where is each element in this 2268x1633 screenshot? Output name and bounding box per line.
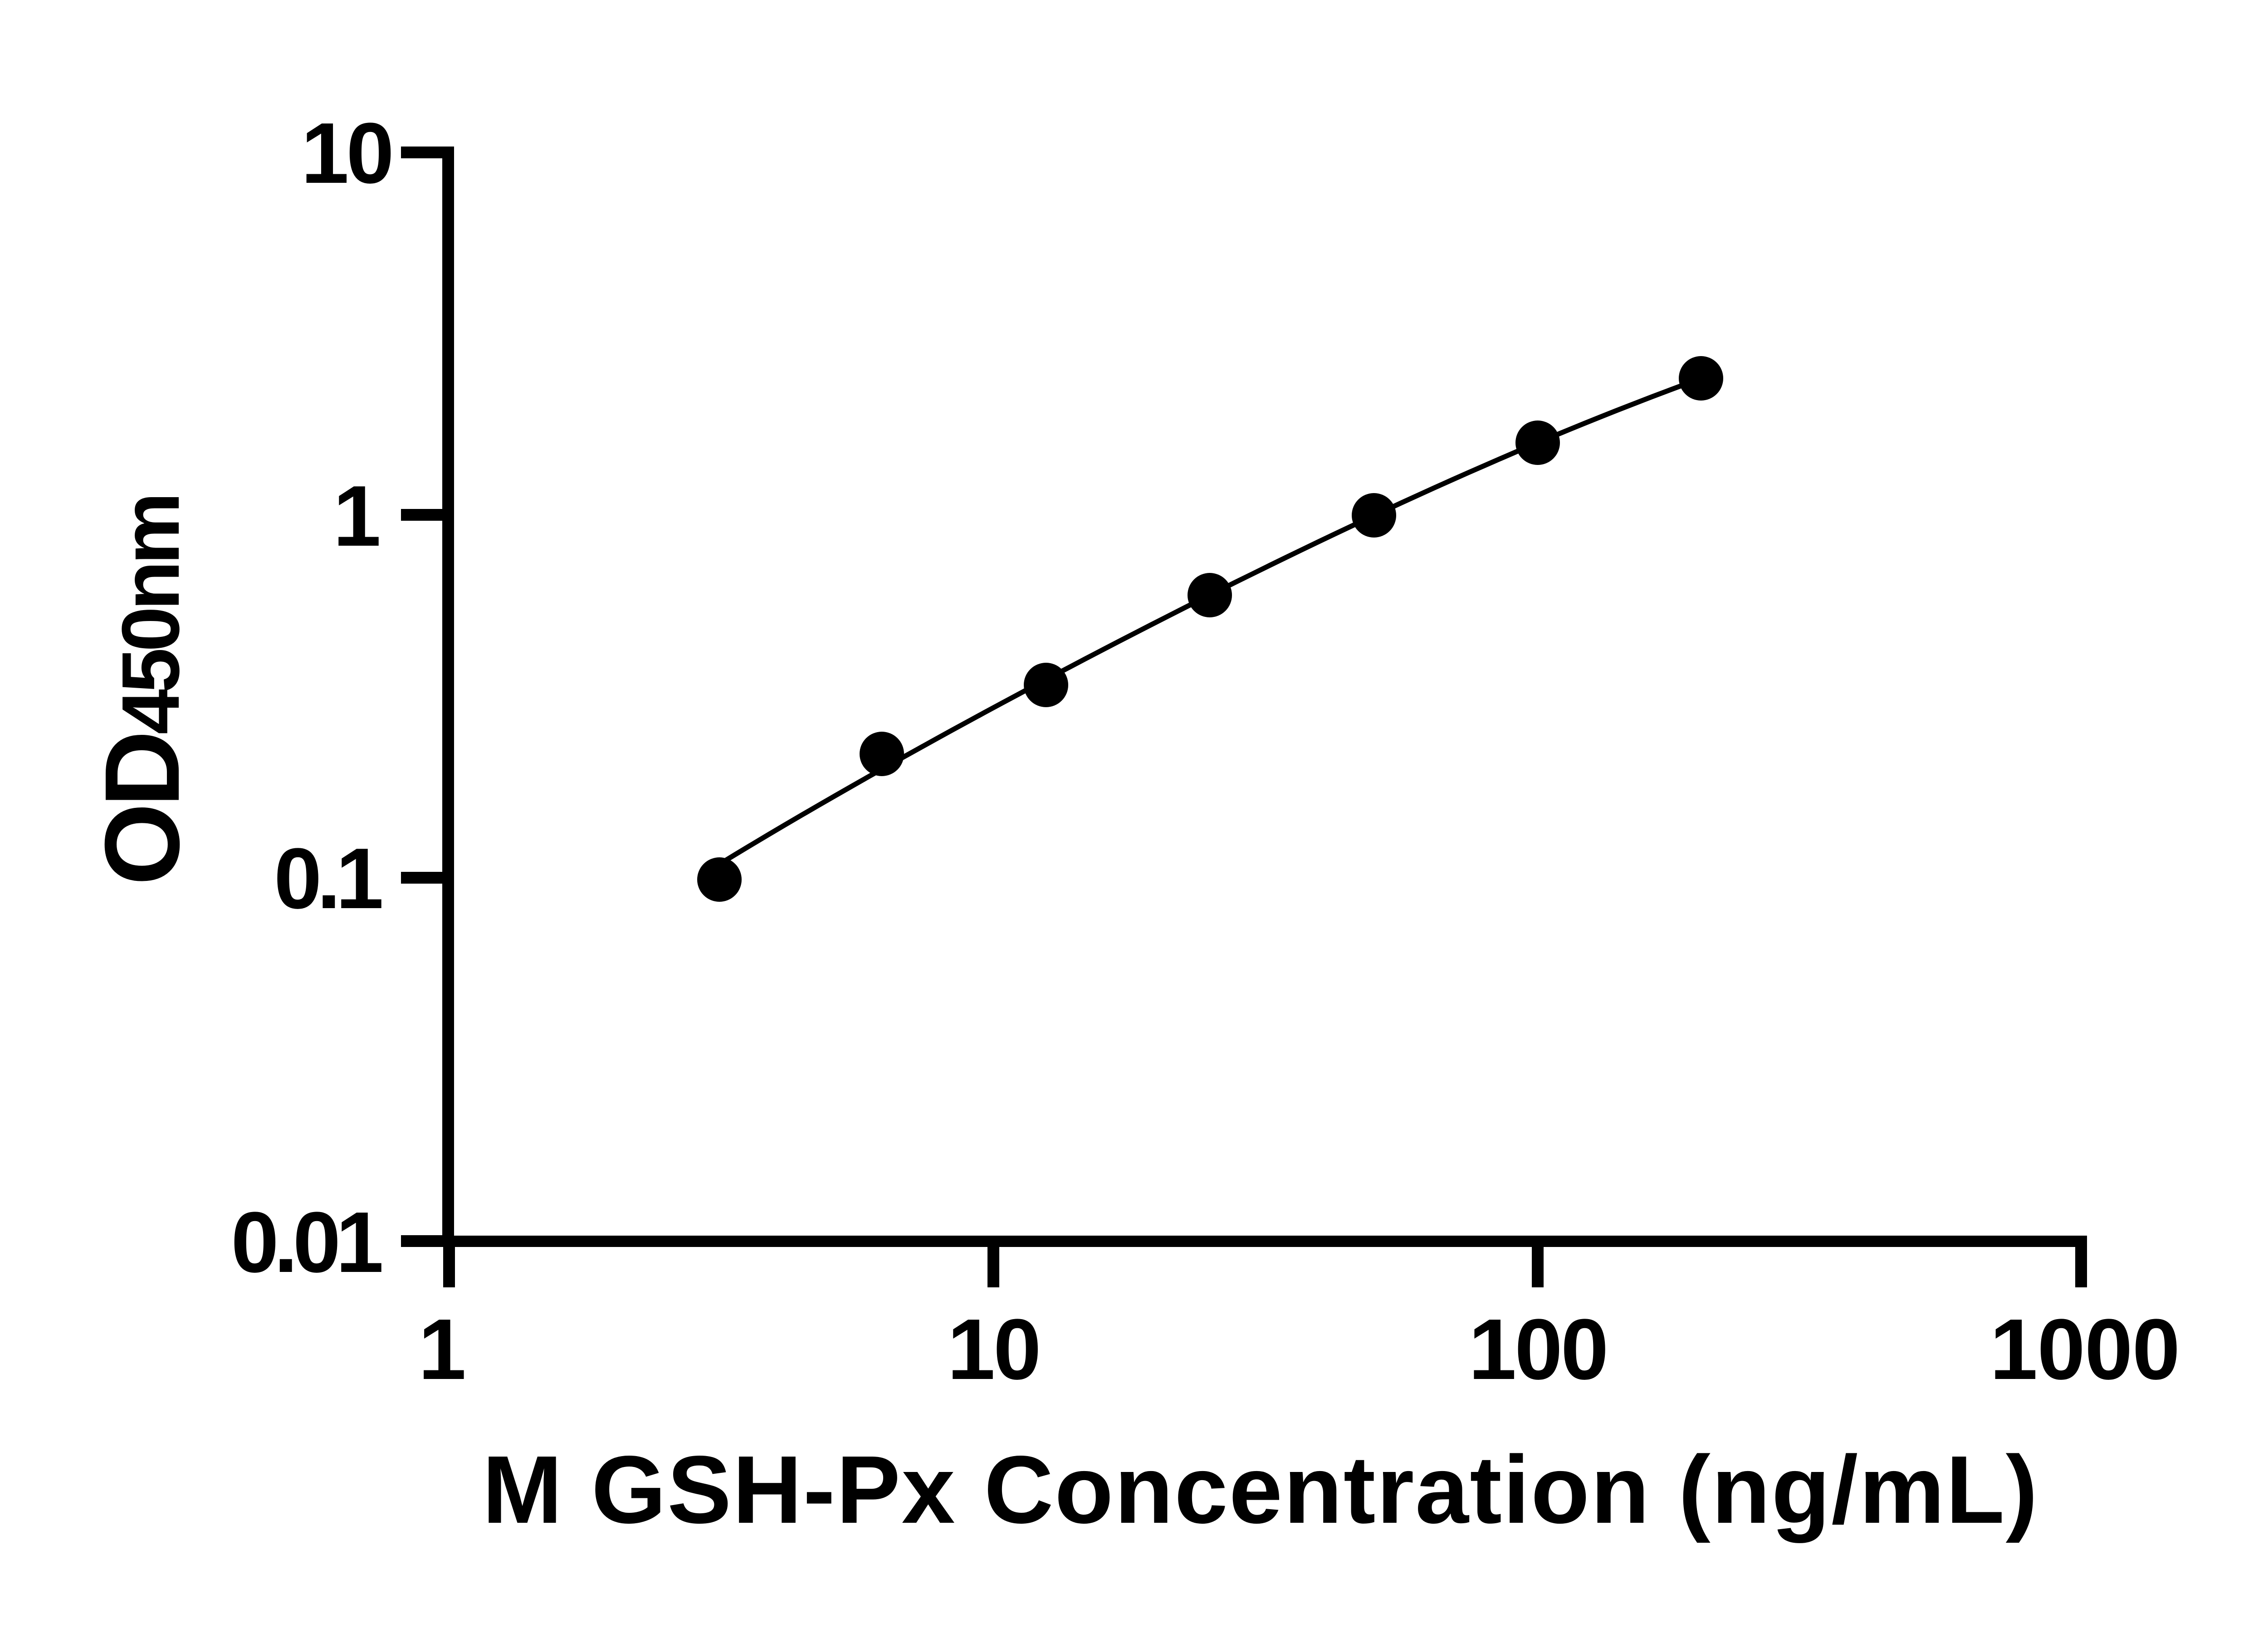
svg-text:M GSH-Px Concentration (ng/mL): M GSH-Px Concentration (ng/mL) xyxy=(482,1436,2039,1543)
svg-text:1000: 1000 xyxy=(1990,1301,2180,1398)
svg-text:10: 10 xyxy=(301,105,391,201)
svg-text:10: 10 xyxy=(947,1301,1039,1398)
svg-text:100: 100 xyxy=(1468,1301,1607,1398)
svg-text:0.01: 0.01 xyxy=(231,1194,381,1291)
svg-text:1: 1 xyxy=(333,468,381,564)
svg-text:1: 1 xyxy=(418,1301,466,1398)
svg-text:OD450nm: OD450nm xyxy=(83,496,201,885)
svg-text:0.1: 0.1 xyxy=(274,831,381,927)
